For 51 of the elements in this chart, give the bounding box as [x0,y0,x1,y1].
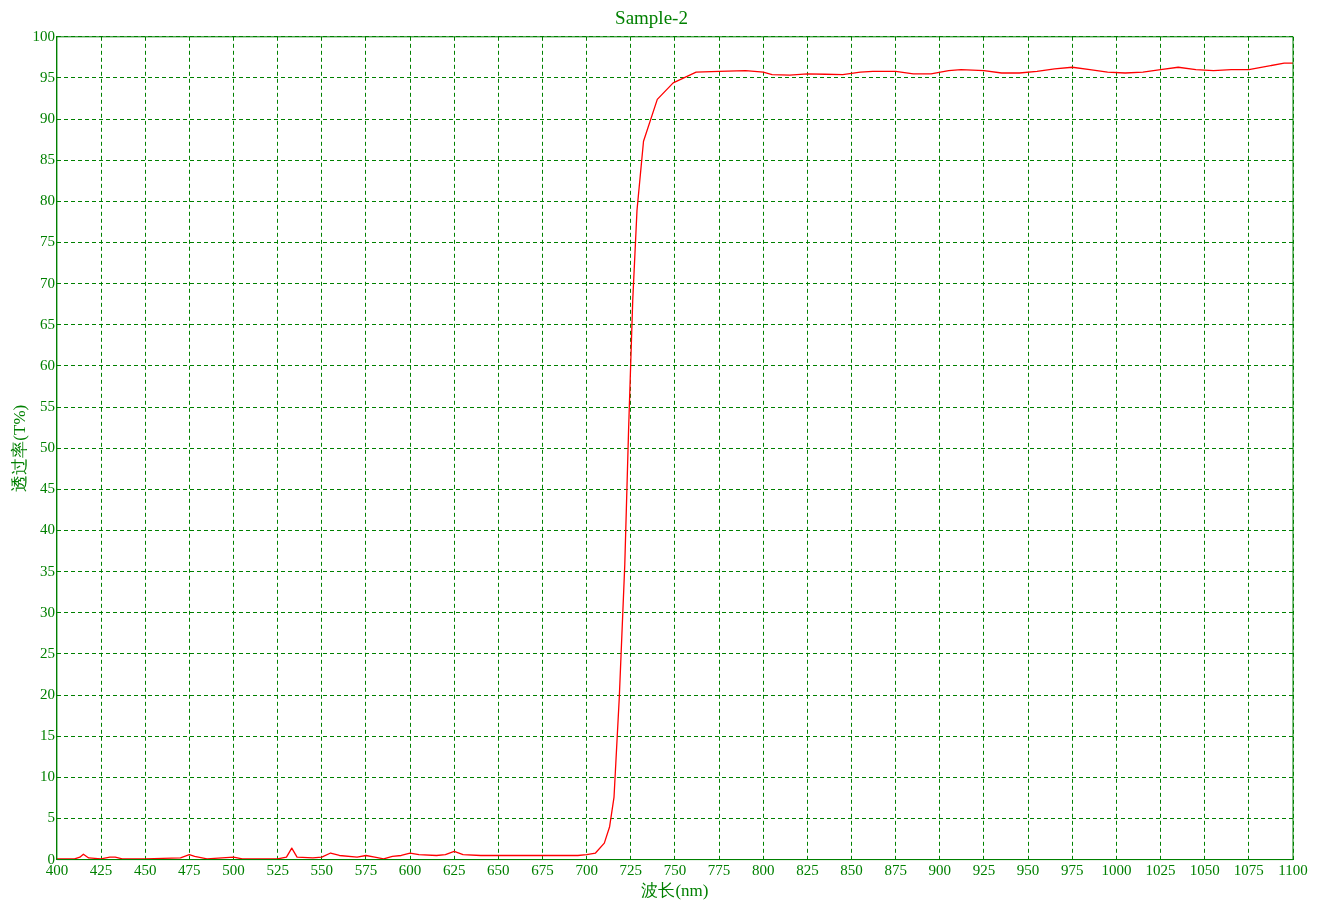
x-tick-label: 775 [707,861,731,878]
x-tick-label: 950 [1016,861,1040,878]
x-tick-label: 1050 [1189,861,1220,878]
x-tick-label: 450 [133,861,157,878]
y-axis-title: 透过率(T%) [9,404,29,492]
x-tick-label: 725 [619,861,643,878]
y-tick-label: 30 [39,603,55,620]
x-axis-title: 波长(nm) [641,881,709,901]
x-tick-label: 550 [310,861,334,878]
x-tick-label: 975 [1061,861,1084,878]
y-tick-label: 60 [39,356,55,373]
y-tick-label: 35 [39,562,55,579]
y-tick-label: 5 [47,809,55,826]
x-tick-label: 1100 [1278,861,1308,878]
y-tick-label: 55 [39,398,55,414]
x-tick-label: 1000 [1101,861,1132,878]
x-tick-label: 425 [89,861,113,878]
x-tick-label: 525 [266,861,289,878]
y-tick-label: 90 [39,110,55,127]
x-tick-label: 650 [487,861,510,878]
x-tick-label: 875 [884,861,907,878]
y-tick-label: 20 [39,685,55,702]
x-tick-label: 475 [178,861,201,878]
x-tick-label: 850 [840,861,863,878]
x-tick-label: 750 [663,861,687,878]
x-tick-label: 675 [531,861,554,878]
y-tick-label: 70 [39,274,55,291]
y-tick-label: 75 [39,233,55,250]
y-tick-label: 95 [39,68,55,85]
x-tick-label: 800 [751,861,775,878]
y-tick-label: 80 [39,192,55,209]
y-tick-label: 65 [39,315,55,332]
y-tick-label: 40 [39,521,55,538]
x-tick-label: 575 [354,861,378,878]
y-tick-label: 100 [32,27,55,44]
y-tick-label: 15 [39,727,55,744]
y-tick-label: 85 [39,151,55,168]
y-tick-label: 45 [39,480,55,497]
chart-title: Sample-2 [615,7,688,29]
x-tick-label: 900 [928,861,952,878]
x-tick-label: 500 [222,861,245,878]
x-tick-label: 600 [398,861,422,878]
y-tick-label: 25 [39,644,55,661]
x-tick-label: 700 [575,861,598,878]
x-tick-label: 1025 [1145,861,1176,878]
x-tick-label: 1075 [1233,861,1264,878]
y-tick-label: 10 [39,768,55,785]
x-tick-label: 625 [442,861,466,878]
y-tick-label: 50 [39,439,55,456]
x-tick-label: 825 [796,861,819,878]
x-tick-label: 925 [972,861,996,878]
